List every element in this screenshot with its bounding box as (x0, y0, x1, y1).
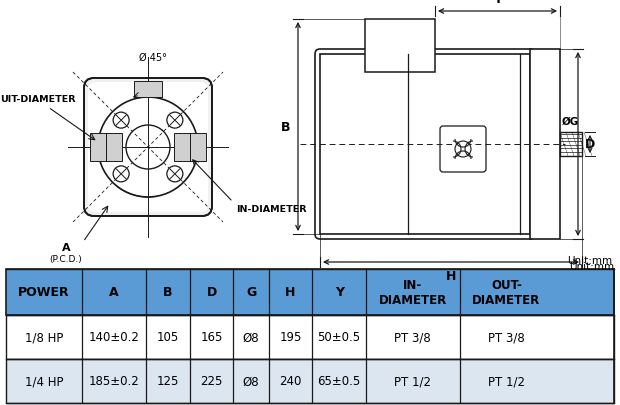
Text: POWER: POWER (18, 286, 70, 299)
Text: Unit:mm: Unit:mm (569, 261, 614, 271)
Text: Ø8: Ø8 (242, 331, 259, 344)
Text: UIT-DIAMETER: UIT-DIAMETER (0, 95, 76, 104)
Text: H: H (446, 269, 456, 282)
Bar (6, 269, 614, 315)
Text: D: D (206, 286, 216, 299)
Text: H: H (285, 286, 296, 299)
Bar (560, 133, 582, 157)
Text: 50±0.5: 50±0.5 (317, 331, 361, 344)
Text: IN-DIAMETER: IN-DIAMETER (236, 205, 306, 214)
Bar (6, 315, 614, 359)
FancyBboxPatch shape (84, 79, 212, 216)
Text: IN-
DIAMETER: IN- DIAMETER (379, 278, 447, 306)
Text: Y: Y (335, 286, 343, 299)
Text: 195: 195 (280, 331, 302, 344)
Text: B: B (280, 121, 290, 134)
Text: G: G (246, 286, 256, 299)
Text: 105: 105 (157, 331, 179, 344)
Text: D: D (585, 138, 595, 151)
Text: B: B (163, 286, 172, 299)
Text: 140±0.2: 140±0.2 (89, 331, 140, 344)
Text: 225: 225 (200, 375, 223, 388)
Text: Ø8: Ø8 (242, 375, 259, 388)
Text: PT 1/2: PT 1/2 (394, 375, 432, 388)
Text: PT 1/2: PT 1/2 (488, 375, 525, 388)
Text: 165: 165 (200, 331, 223, 344)
Bar (90, 134, 106, 162)
Bar (320, 67, 530, 234)
FancyBboxPatch shape (440, 127, 486, 173)
Bar (190, 134, 206, 162)
Text: 65±0.5: 65±0.5 (317, 375, 361, 388)
Bar (174, 134, 190, 162)
Circle shape (113, 166, 129, 182)
Circle shape (113, 113, 129, 129)
Bar (6, 359, 614, 403)
Bar (320, 55, 530, 234)
Text: 240: 240 (280, 375, 302, 388)
Text: PT 3/8: PT 3/8 (488, 331, 525, 344)
Text: Unit:mm: Unit:mm (567, 256, 612, 265)
Bar (530, 50, 560, 239)
Bar (106, 134, 122, 162)
Circle shape (98, 98, 198, 198)
Text: 125: 125 (156, 375, 179, 388)
Text: A: A (61, 243, 70, 252)
Bar (134, 82, 162, 98)
Text: 1/4 HP: 1/4 HP (25, 375, 63, 388)
Text: 185±0.2: 185±0.2 (89, 375, 140, 388)
Circle shape (126, 126, 170, 170)
FancyBboxPatch shape (315, 50, 535, 239)
Text: (P.C.D.): (P.C.D.) (50, 255, 82, 264)
Circle shape (167, 166, 183, 182)
FancyBboxPatch shape (88, 83, 208, 213)
Bar (365, 20, 435, 73)
Text: OUT-
DIAMETER: OUT- DIAMETER (472, 278, 541, 306)
Text: ØG: ØG (562, 117, 579, 127)
Text: Ø 45°: Ø 45° (139, 53, 167, 63)
Text: PT 3/8: PT 3/8 (394, 331, 431, 344)
Circle shape (167, 113, 183, 129)
Circle shape (455, 142, 471, 158)
Text: Y: Y (493, 0, 502, 6)
Text: A: A (109, 286, 119, 299)
Text: 1/8 HP: 1/8 HP (25, 331, 63, 344)
